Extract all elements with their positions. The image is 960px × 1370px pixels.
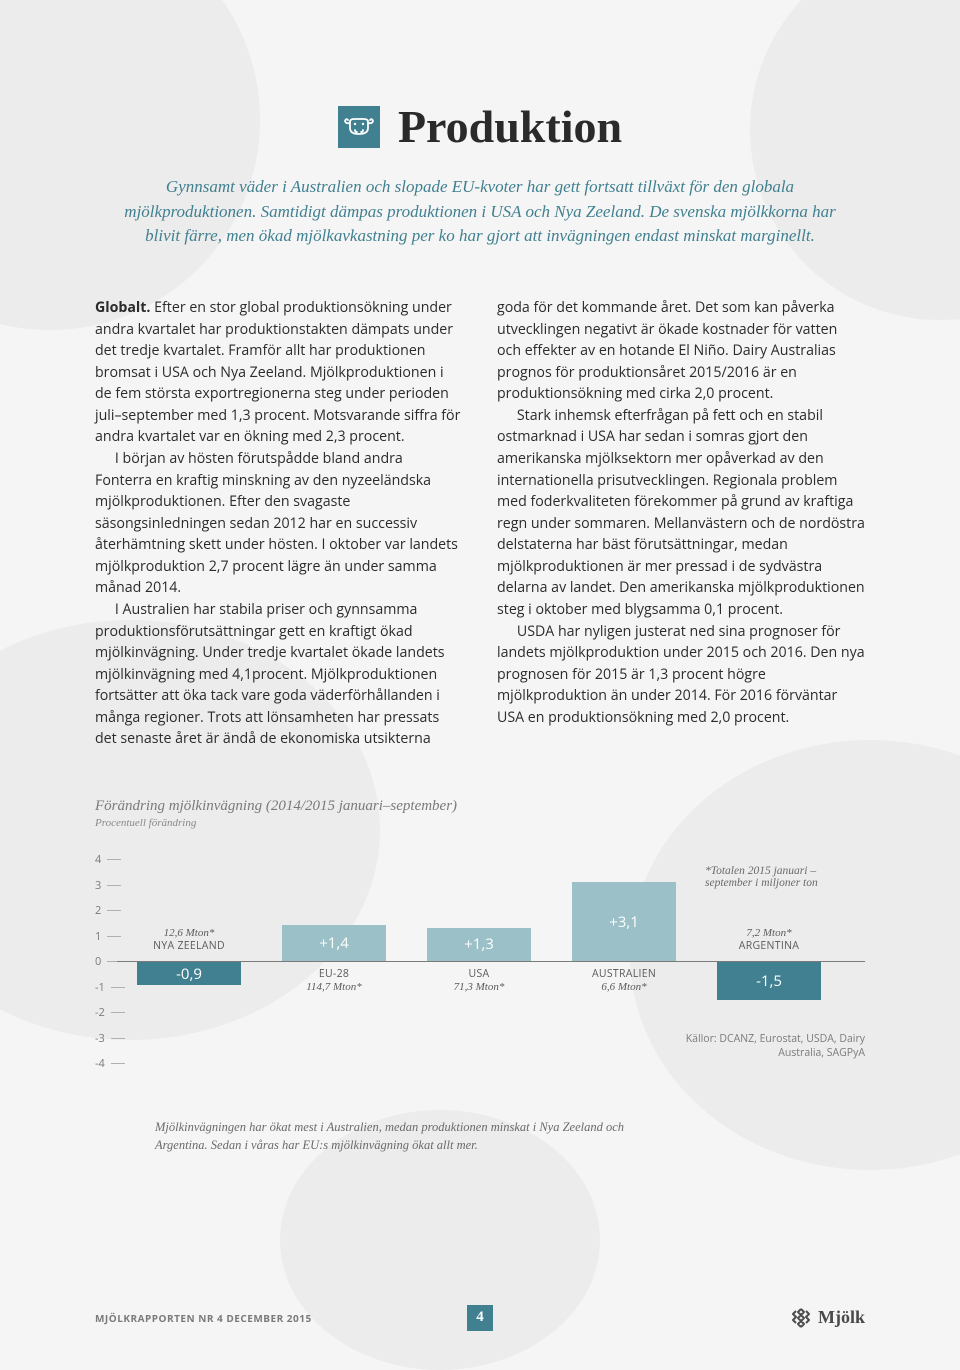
ytick: -1 (95, 980, 135, 995)
ytick: -3 (95, 1031, 135, 1046)
column-left: Globalt. Efter en stor global produktion… (95, 297, 463, 750)
ytick: -2 (95, 1005, 135, 1020)
cow-icon (338, 106, 380, 148)
chart-sources: Källor: DCANZ, Eurostat, USDA, Dairy Aus… (665, 1032, 865, 1060)
chart-subtitle: Procentuell förändring (95, 817, 865, 829)
ytick: 4 (95, 852, 135, 867)
lede-paragraph: Gynnsamt väder i Australien och slopade … (110, 175, 850, 249)
col2-p2: Stark inhemsk efterfrågan på fett och en… (497, 405, 865, 621)
col2-p1: goda för det kommande året. Det som kan … (497, 297, 865, 405)
bar-label: AUSTRALIEN6,6 Mton* (559, 967, 689, 993)
column-right: goda för det kommande året. Det som kan … (497, 297, 865, 750)
col1-p3: I Australien har stabila priser och gynn… (95, 599, 463, 750)
ytick: 2 (95, 903, 135, 918)
bar-chart: 43210-1-2-3-4-0,912,6 Mton*NYA ZEELAND+1… (95, 859, 865, 1089)
page-title: Produktion (398, 100, 622, 153)
col1-p2: I början av hösten förutspådde bland and… (95, 448, 463, 599)
bar-label: USA71,3 Mton* (414, 967, 544, 993)
ytick: -4 (95, 1056, 135, 1071)
bar-usa: +1,3 (427, 928, 531, 961)
footer-issue: MJÖLKRAPPORTEN NR 4 DECEMBER 2015 (95, 1311, 312, 1325)
chart-title: Förändring mjölkinvägning (2014/2015 jan… (95, 798, 865, 815)
body-columns: Globalt. Efter en stor global produktion… (95, 297, 865, 750)
chart-caption: Mjölkinvägningen har ökat mest i Austral… (155, 1119, 675, 1154)
page-footer: MJÖLKRAPPORTEN NR 4 DECEMBER 2015 4 Mjöl… (95, 1307, 865, 1328)
bar-nya-zeeland: -0,9 (137, 962, 241, 985)
bar-eu-28: +1,4 (282, 925, 386, 961)
bar-label: 12,6 Mton*NYA ZEELAND (124, 927, 254, 953)
mjolk-logo-icon (790, 1308, 812, 1328)
page-number: 4 (467, 1305, 493, 1331)
bar-australien: +3,1 (572, 882, 676, 961)
bar-label: EU-28114,7 Mton* (269, 967, 399, 993)
col1-p1: Globalt. Efter en stor global produktion… (95, 297, 463, 448)
ytick: 3 (95, 878, 135, 893)
chart-legend-note: *Totalen 2015 januari – september i milj… (705, 865, 865, 889)
bar-label: 7,2 Mton*ARGENTINA (704, 927, 834, 953)
col2-p3: USDA har nyligen justerat ned sina progn… (497, 621, 865, 729)
bar-argentina: -1,5 (717, 962, 821, 1000)
page-header: Produktion (95, 100, 865, 153)
footer-logo: Mjölk (790, 1307, 865, 1328)
